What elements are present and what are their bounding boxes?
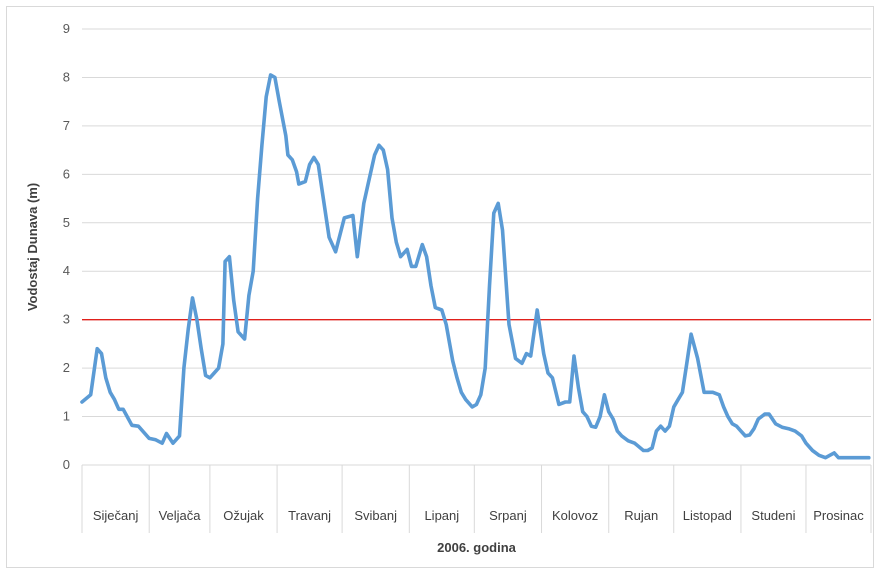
y-tick-label: 4 [63, 263, 70, 278]
gridlines [82, 28, 871, 466]
y-axis-tick-labels: 0 1 2 3 4 5 6 7 8 9 [63, 21, 70, 472]
x-category-label: Srpanj [489, 508, 527, 523]
y-tick-label: 9 [63, 21, 70, 36]
x-axis: Siječanj Veljača Ožujak Travanj Svibanj Lipan… [81, 465, 872, 533]
x-category-label: Listopad [683, 508, 732, 523]
y-tick-label: 0 [63, 457, 70, 472]
y-tick-label: 6 [63, 166, 70, 181]
x-category-label: Studeni [751, 508, 795, 523]
x-category-label: Svibanj [354, 508, 397, 523]
x-category-label: Siječanj [93, 508, 139, 523]
x-category-label: Rujan [624, 508, 658, 523]
y-tick-label: 3 [63, 312, 70, 327]
x-category-label: Ožujak [223, 508, 264, 523]
y-axis-title: Vodostaj Dunava (m) [25, 183, 40, 311]
x-category-label: Prosinac [813, 508, 864, 523]
y-tick-label: 2 [63, 360, 70, 375]
x-category-label: Kolovoz [552, 508, 598, 523]
y-tick-label: 1 [63, 409, 70, 424]
x-axis-title: 2006. godina [437, 540, 517, 555]
x-category-label: Lipanj [424, 508, 459, 523]
x-category-label: Veljača [159, 508, 202, 523]
series-line [80, 73, 871, 460]
y-tick-label: 7 [63, 118, 70, 133]
series-layer [80, 73, 871, 460]
y-tick-label: 8 [63, 69, 70, 84]
y-tick-label: 5 [63, 215, 70, 230]
x-category-label: Travanj [288, 508, 331, 523]
